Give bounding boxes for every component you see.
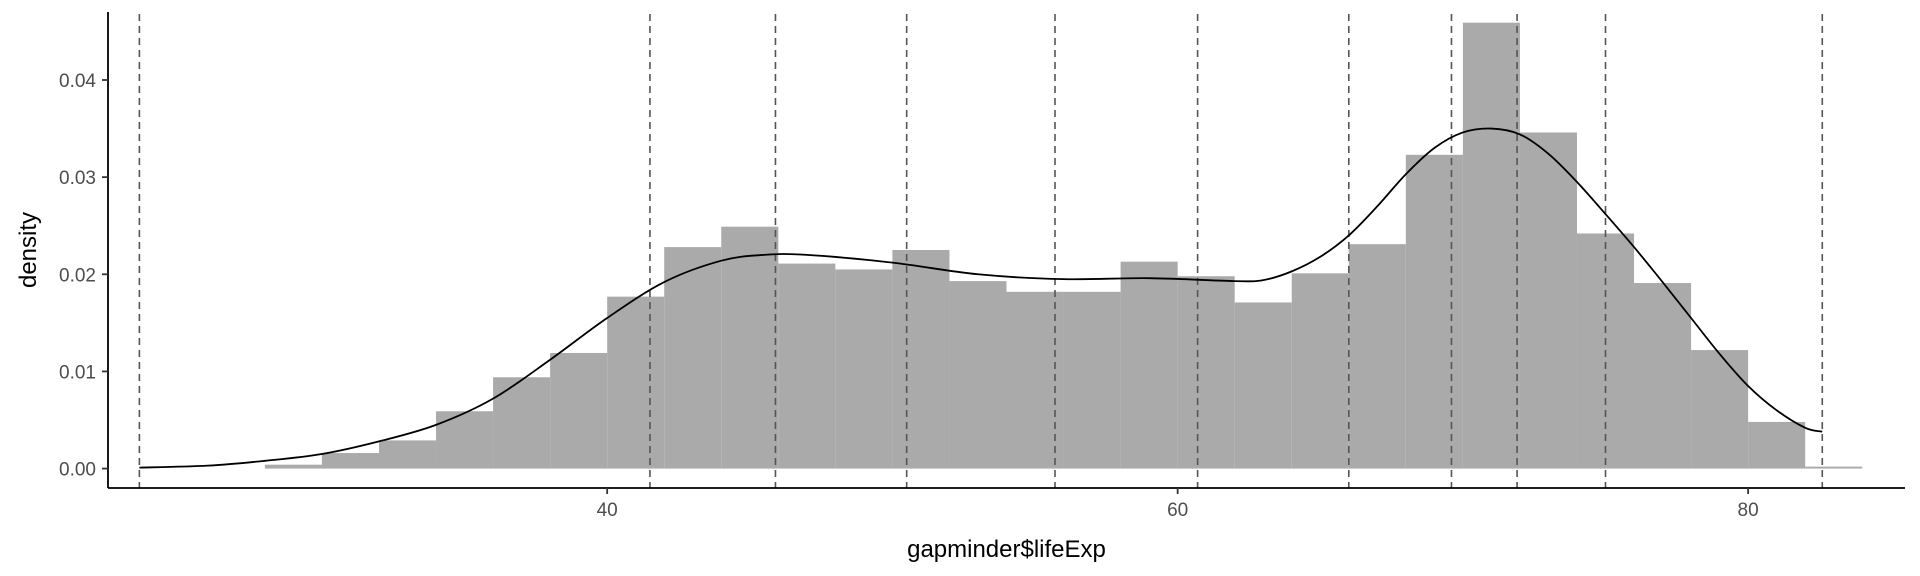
bars-layer — [264, 22, 1863, 469]
histogram-bar-6 — [550, 352, 608, 469]
histogram-bar-23 — [1519, 132, 1577, 469]
histogram-bar-2 — [321, 453, 379, 469]
histogram-bar-8 — [664, 247, 722, 469]
histogram-bar-13 — [949, 281, 1007, 469]
histogram-bar-15 — [1063, 291, 1121, 469]
histogram-bar-7 — [607, 296, 665, 469]
histogram-bar-26 — [1691, 350, 1749, 469]
histogram-bar-4 — [436, 411, 494, 469]
histogram-bar-27 — [1748, 421, 1806, 469]
histogram-bar-1 — [264, 464, 322, 469]
y-axis-title: density — [15, 212, 42, 288]
histogram-bar-18 — [1234, 302, 1292, 469]
density-curve-line — [139, 127, 1823, 469]
histogram-bar-28 — [1805, 466, 1863, 469]
histogram-bar-25 — [1634, 283, 1692, 469]
histogram-bar-9 — [721, 226, 779, 469]
histogram-bar-21 — [1405, 154, 1463, 469]
histogram-bar-20 — [1348, 244, 1406, 469]
axes-layer: 40 60 80 0.00 0.01 0.02 0.03 0.04 — [59, 12, 1905, 521]
x-tick-label-40: 40 — [597, 500, 618, 521]
x-tick-label-60: 60 — [1167, 500, 1188, 521]
x-tick-label-80: 80 — [1738, 500, 1759, 521]
x-axis-title: gapminder$lifeExp — [907, 536, 1106, 563]
y-tick-label-1: 0.01 — [59, 362, 96, 383]
histogram-bar-5 — [493, 377, 551, 469]
y-tick-label-3: 0.03 — [59, 168, 96, 189]
histogram-bar-19 — [1291, 273, 1349, 469]
histogram-bar-16 — [1120, 261, 1178, 469]
y-tick-label-2: 0.02 — [59, 265, 96, 286]
histogram-bar-12 — [892, 250, 950, 469]
histogram-bar-14 — [1006, 291, 1064, 469]
histogram-bar-17 — [1177, 276, 1235, 469]
density-curve-layer — [139, 127, 1823, 469]
histogram-bar-11 — [835, 269, 893, 469]
histogram-bar-22 — [1462, 22, 1520, 469]
y-tick-label-0: 0.00 — [59, 460, 96, 481]
y-tick-label-4: 0.04 — [59, 71, 96, 92]
histogram-bar-3 — [378, 440, 437, 469]
histogram-bar-10 — [778, 263, 836, 469]
